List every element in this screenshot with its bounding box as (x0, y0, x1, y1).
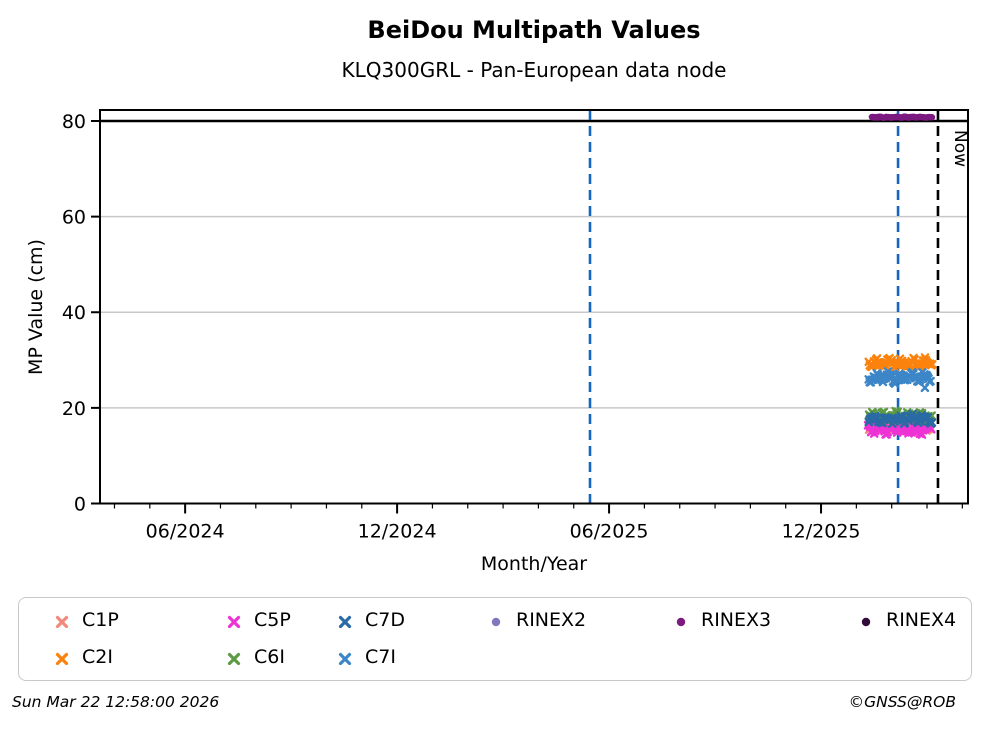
legend-item-c1p: C1P (55, 608, 119, 632)
circle-marker-icon (674, 613, 688, 627)
y-tick-label: 60 (62, 207, 86, 229)
chart-subtitle: KLQ300GRL - Pan-European data node (341, 58, 727, 82)
x-tick-label: 06/2025 (570, 521, 649, 543)
y-tick-label: 40 (62, 302, 86, 324)
series-rinex3 (868, 113, 936, 121)
x-tick-label: 12/2024 (358, 521, 437, 543)
x-tick-label: 06/2024 (146, 521, 225, 543)
y-tick-label: 20 (62, 398, 86, 420)
series-c2i (864, 353, 937, 372)
legend-item-rinex2: RINEX2 (489, 608, 586, 632)
x-tick-label: 12/2025 (782, 521, 861, 543)
copyright-text: ©GNSS@ROB (848, 693, 956, 711)
plot-frame (99, 109, 969, 505)
legend-label: C5P (254, 609, 291, 631)
legend-label: C7I (365, 646, 396, 668)
timestamp-text: Sun Mar 22 12:58:00 2026 (12, 693, 220, 711)
legend-label: RINEX4 (886, 609, 957, 631)
x-marker-icon (338, 650, 352, 666)
legend-label: C1P (82, 609, 119, 631)
x-marker-icon (227, 613, 241, 629)
now-label: Now (950, 130, 970, 167)
y-axis-label: MP Value (cm) (25, 239, 47, 375)
legend-label: RINEX2 (516, 609, 587, 631)
legend-item-c6i: C6I (227, 645, 285, 669)
x-marker-icon (55, 613, 69, 629)
x-axis-label: Month/Year (480, 553, 588, 575)
legend-item-c7i: C7I (338, 645, 396, 669)
series-c7i (864, 367, 935, 388)
outlier-point-c7i (920, 383, 930, 393)
chart-title: BeiDou Multipath Values (367, 16, 701, 44)
legend-item-c2i: C2I (55, 645, 113, 669)
legend-label: C2I (82, 646, 113, 668)
legend-label: RINEX3 (701, 609, 772, 631)
x-marker-icon (55, 650, 69, 666)
x-marker-icon (227, 650, 241, 666)
legend-item-c5p: C5P (227, 608, 291, 632)
y-tick-label: 80 (62, 111, 86, 133)
plot-area: Now 0 20 40 60 80 06/2024 12/2024 06/2025 12/2025 (62, 109, 970, 543)
x-marker-icon (338, 613, 352, 629)
series-c7d (864, 409, 937, 428)
legend-label: C6I (254, 646, 285, 668)
legend-item-c7d: C7D (338, 608, 405, 632)
circle-marker-icon (859, 613, 873, 627)
y-tick-label: 0 (74, 494, 86, 516)
circle-marker-icon (489, 613, 503, 627)
legend: C1P C5P C7D RINEX2 RINEX3 RINEX4 C2I C6I C7I (18, 597, 972, 681)
legend-item-rinex3: RINEX3 (674, 608, 771, 632)
legend-label: C7D (365, 609, 405, 631)
legend-item-rinex4: RINEX4 (859, 608, 956, 632)
